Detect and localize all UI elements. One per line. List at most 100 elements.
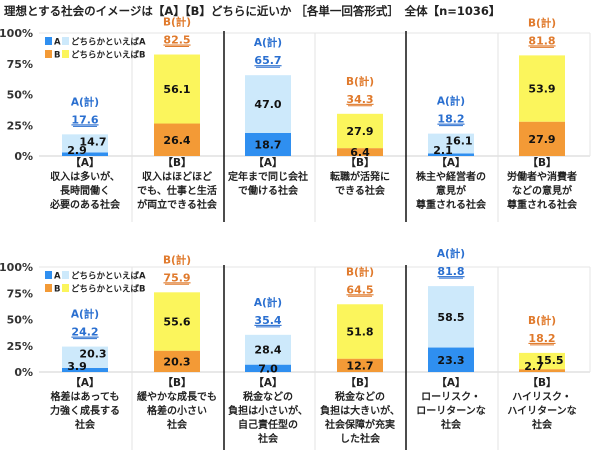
value-label-strong: 12.7 — [346, 359, 373, 372]
bar-segment-lean — [245, 334, 291, 365]
chart-1: 0% 25% 50% 75% 100% A どちらかといえばA B どちらかといえばB 2.914… — [0, 16, 591, 222]
total-label: B(計) — [163, 16, 191, 29]
value-label-lean: 20.3 — [79, 348, 106, 361]
legend-label: どちらかといえばA — [71, 37, 146, 48]
value-label-strong: 27.9 — [528, 133, 555, 146]
category-label-line: でも、仕事と生活 — [137, 184, 217, 197]
total-value: 18.2 — [528, 332, 555, 345]
total-value: 81.8 — [528, 34, 555, 47]
category-label-line: 格差の小さい — [147, 404, 207, 417]
category-label-line: 尊重される社会 — [416, 198, 486, 211]
bar-2: 26.4 56.1 B(計) 82.5 【B】収入はほどほどでも、仕事と生活が両立できる… — [137, 16, 217, 211]
value-label-strong: 2.1 — [433, 144, 453, 157]
value-label-lean: 14.7 — [79, 135, 106, 148]
value-label-lean: 28.4 — [254, 344, 281, 357]
category-label-line: 収入は多いが、 — [50, 170, 120, 183]
category-tag: 【B】 — [527, 156, 556, 169]
total-value: 17.6 — [71, 113, 98, 126]
value-label-lean: 53.9 — [528, 83, 555, 96]
legend: A どちらかといえばA B どちらかといえばB — [45, 37, 146, 61]
bar-segment-lean — [154, 54, 200, 124]
category-label-line: 労働者や消費者 — [507, 170, 577, 183]
y-tick-label: 75% — [7, 287, 33, 300]
total-value: 65.7 — [254, 54, 281, 67]
value-label-strong: 7.0 — [258, 362, 278, 375]
value-label-lean: 58.5 — [437, 311, 464, 324]
bar-segment-lean — [62, 346, 108, 368]
y-tick-label: 50% — [7, 314, 33, 327]
bar-segment-strong — [62, 152, 108, 156]
legend-swatch — [62, 271, 69, 279]
legend-label: A — [54, 38, 61, 48]
category-label-line: 緩やかな成長でも — [137, 390, 217, 403]
category-tag: 【A】 — [70, 376, 99, 389]
category-label-line: できる社会 — [335, 184, 385, 197]
category-label-line: 株主や経営者の — [416, 170, 486, 183]
value-label-strong: 2.9 — [67, 144, 87, 157]
bar-segment-lean — [245, 75, 291, 133]
legend-swatch — [45, 271, 52, 279]
category-label-line: 負担は大きいが、 — [320, 404, 400, 417]
chart-title: 理想とする社会のイメージは【A】【B】どちらに近いか ［各単一回答形式］ 全体【… — [4, 4, 501, 18]
total-label: A(計) — [437, 95, 465, 108]
category-label-line: が両立できる社会 — [137, 198, 217, 211]
category-tag: 【B】 — [162, 376, 191, 389]
bar-4: 12.7 51.8 B(計) 64.5 【B】税金などの負担は大きいが、社会保障が充実し… — [320, 265, 400, 445]
y-tick-label: 25% — [7, 119, 33, 132]
bar-segment-lean — [519, 55, 565, 122]
category-label-line: 意見が — [436, 184, 467, 197]
category-label-line: 定年まで同じ会社 — [228, 170, 308, 183]
category-tag: 【B】 — [345, 156, 374, 169]
legend-swatch — [62, 284, 69, 292]
legend-label: どちらかといえばB — [71, 50, 145, 61]
bar-segment-strong — [154, 350, 200, 372]
y-tick-label: 75% — [7, 58, 33, 71]
y-tick-label: 25% — [7, 340, 33, 353]
total-value: 35.4 — [254, 314, 281, 327]
value-label-lean: 56.1 — [163, 83, 190, 96]
value-label-strong: 3.9 — [67, 360, 87, 373]
value-label-strong: 20.3 — [163, 355, 190, 368]
bar-segment-lean — [428, 133, 474, 154]
total-value: 18.2 — [437, 113, 464, 126]
total-value: 82.5 — [163, 34, 190, 47]
category-label-line: 社会 — [257, 432, 278, 445]
category-tag: 【A】 — [436, 156, 465, 169]
category-label-line: 格差はあっても — [51, 390, 120, 403]
total-value: 64.5 — [346, 283, 373, 296]
total-label: A(計) — [254, 36, 282, 49]
category-tag: 【A】 — [253, 376, 282, 389]
category-label-line: で働ける社会 — [238, 184, 298, 197]
total-value: 75.9 — [163, 271, 190, 284]
bar-segment-lean — [337, 113, 383, 149]
category-label-line: などの意見が — [512, 184, 573, 197]
total-label: B(計) — [346, 75, 374, 88]
value-label-lean: 55.6 — [163, 315, 190, 328]
category-label-line: 税金などの — [243, 390, 293, 403]
total-label: B(計) — [528, 314, 556, 327]
category-label-line: 社会 — [166, 418, 187, 431]
category-label-line: 自己責任型の — [238, 418, 298, 431]
total-label: A(計) — [71, 95, 99, 108]
value-label-lean: 51.8 — [346, 325, 373, 338]
y-tick-label: 0% — [14, 150, 33, 163]
bar-segment-lean — [428, 286, 474, 348]
category-label-line: 力強く成長する — [50, 404, 120, 417]
category-label-line: 尊重される社会 — [507, 198, 577, 211]
bar-segment-lean — [154, 292, 200, 351]
total-label: B(計) — [163, 253, 191, 266]
category-label-line: 社会 — [440, 418, 461, 431]
value-label-lean: 15.5 — [536, 354, 563, 367]
legend-swatch — [45, 284, 52, 292]
y-tick-label: 100% — [0, 27, 33, 40]
legend-label: どちらかといえばA — [71, 271, 146, 282]
bar-segment-lean — [337, 304, 383, 359]
category-label-line: ハイリスク・ — [512, 391, 572, 403]
